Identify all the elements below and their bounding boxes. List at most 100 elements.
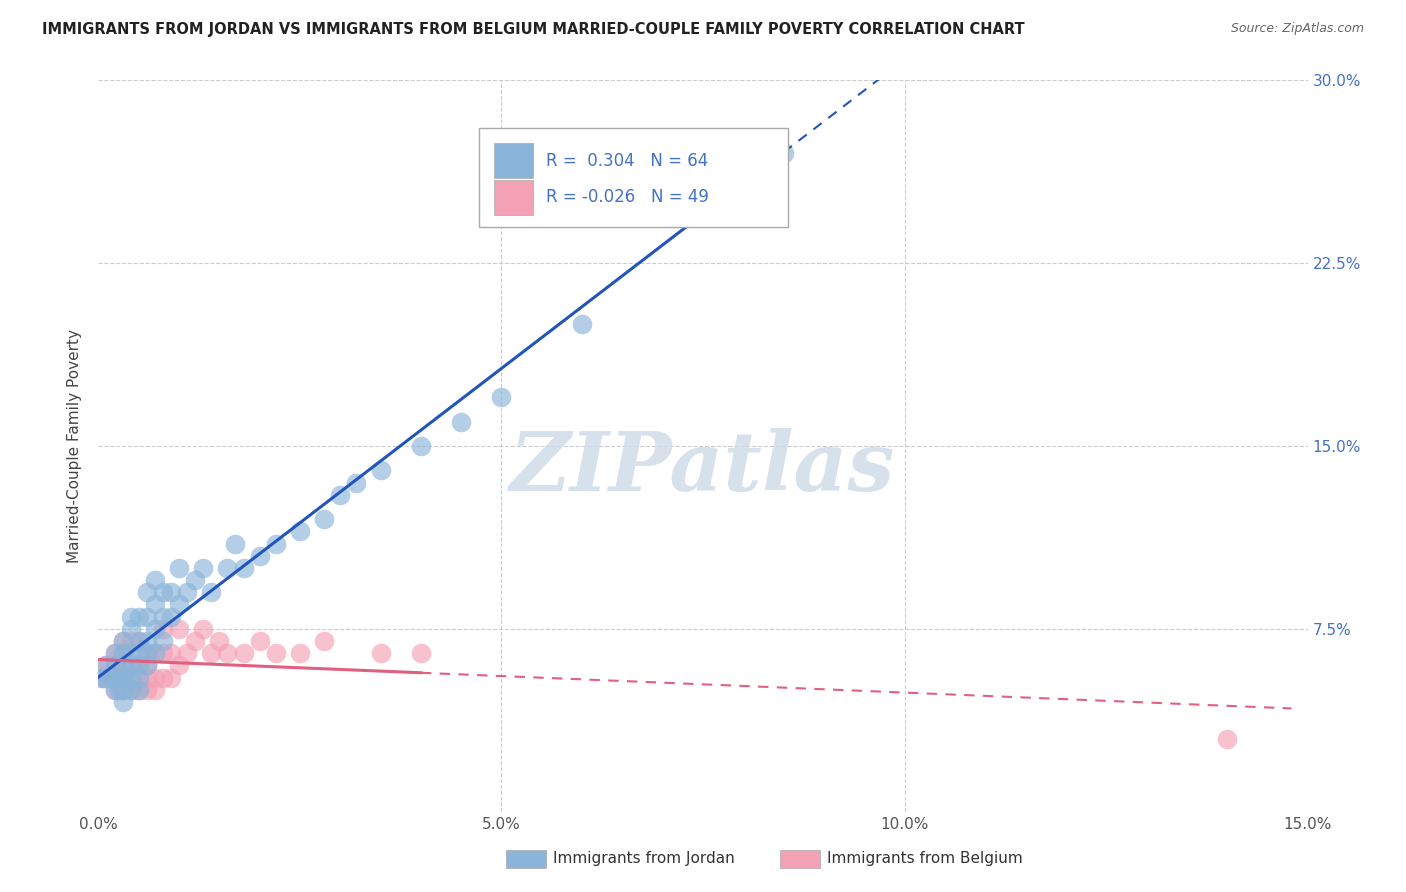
Point: [128, 682, 150, 697]
Point: [143, 646, 166, 660]
Point: [135, 609, 157, 624]
Point: [103, 682, 125, 697]
Point: [135, 646, 157, 660]
Point: [128, 671, 150, 685]
Point: [152, 622, 174, 636]
Point: [651, 195, 673, 210]
Point: [1216, 731, 1239, 746]
Text: Immigrants from Belgium: Immigrants from Belgium: [827, 852, 1022, 866]
Point: [329, 488, 352, 502]
Point: [103, 671, 125, 685]
Point: [160, 671, 183, 685]
Point: [217, 646, 239, 660]
Point: [314, 634, 336, 648]
Point: [160, 585, 183, 599]
Point: [167, 658, 190, 673]
Point: [100, 671, 122, 685]
Point: [409, 439, 432, 453]
Text: ZIPatlas: ZIPatlas: [510, 428, 896, 508]
Point: [135, 658, 157, 673]
Point: [370, 646, 392, 660]
Point: [193, 622, 215, 636]
Point: [103, 682, 125, 697]
Point: [135, 646, 157, 660]
Point: [176, 646, 198, 660]
Point: [208, 634, 231, 648]
Point: [120, 622, 142, 636]
Point: [232, 646, 254, 660]
Point: [103, 646, 125, 660]
Point: [232, 561, 254, 575]
FancyBboxPatch shape: [479, 128, 787, 227]
Point: [96, 671, 118, 685]
Point: [143, 646, 166, 660]
Point: [143, 671, 166, 685]
Point: [152, 671, 174, 685]
Point: [152, 646, 174, 660]
Point: [264, 646, 287, 660]
Point: [135, 585, 157, 599]
Point: [128, 671, 150, 685]
Point: [111, 658, 134, 673]
Point: [571, 317, 593, 331]
Text: R =  0.304   N = 64: R = 0.304 N = 64: [546, 152, 709, 169]
Point: [288, 646, 311, 660]
Point: [128, 634, 150, 648]
Point: [143, 622, 166, 636]
Point: [184, 634, 207, 648]
Text: R = -0.026   N = 49: R = -0.026 N = 49: [546, 188, 709, 206]
Point: [111, 695, 134, 709]
Point: [167, 561, 190, 575]
Point: [111, 671, 134, 685]
Point: [120, 671, 142, 685]
Point: [111, 671, 134, 685]
Y-axis label: Married-Couple Family Poverty: Married-Couple Family Poverty: [67, 329, 83, 563]
Point: [200, 585, 222, 599]
Bar: [494, 144, 533, 178]
Point: [120, 682, 142, 697]
Point: [100, 671, 122, 685]
Point: [135, 671, 157, 685]
Point: [96, 658, 118, 673]
Point: [249, 549, 271, 563]
Point: [409, 646, 432, 660]
Point: [152, 634, 174, 648]
Text: Immigrants from Jordan: Immigrants from Jordan: [553, 852, 734, 866]
Point: [111, 646, 134, 660]
Point: [143, 682, 166, 697]
Point: [450, 415, 472, 429]
Point: [103, 646, 125, 660]
Point: [128, 658, 150, 673]
Point: [96, 671, 118, 685]
Point: [111, 658, 134, 673]
Point: [176, 585, 198, 599]
Point: [103, 658, 125, 673]
Point: [128, 682, 150, 697]
Point: [111, 671, 134, 685]
Point: [224, 536, 246, 550]
Point: [249, 634, 271, 648]
Point: [167, 622, 190, 636]
Point: [217, 561, 239, 575]
Point: [111, 634, 134, 648]
Point: [120, 658, 142, 673]
Point: [344, 475, 367, 490]
Point: [120, 646, 142, 660]
Point: [135, 658, 157, 673]
Point: [111, 634, 134, 648]
Point: [167, 598, 190, 612]
Point: [160, 609, 183, 624]
Point: [152, 609, 174, 624]
Point: [128, 634, 150, 648]
Point: [120, 671, 142, 685]
Point: [120, 609, 142, 624]
Point: [96, 658, 118, 673]
Point: [120, 634, 142, 648]
Point: [120, 658, 142, 673]
Point: [103, 658, 125, 673]
Point: [111, 646, 134, 660]
Text: Source: ZipAtlas.com: Source: ZipAtlas.com: [1230, 22, 1364, 36]
Point: [120, 682, 142, 697]
Point: [193, 561, 215, 575]
Text: IMMIGRANTS FROM JORDAN VS IMMIGRANTS FROM BELGIUM MARRIED-COUPLE FAMILY POVERTY : IMMIGRANTS FROM JORDAN VS IMMIGRANTS FRO…: [42, 22, 1025, 37]
